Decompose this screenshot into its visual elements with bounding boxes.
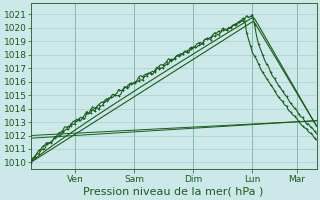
X-axis label: Pression niveau de la mer( hPa ): Pression niveau de la mer( hPa ) xyxy=(84,187,264,197)
